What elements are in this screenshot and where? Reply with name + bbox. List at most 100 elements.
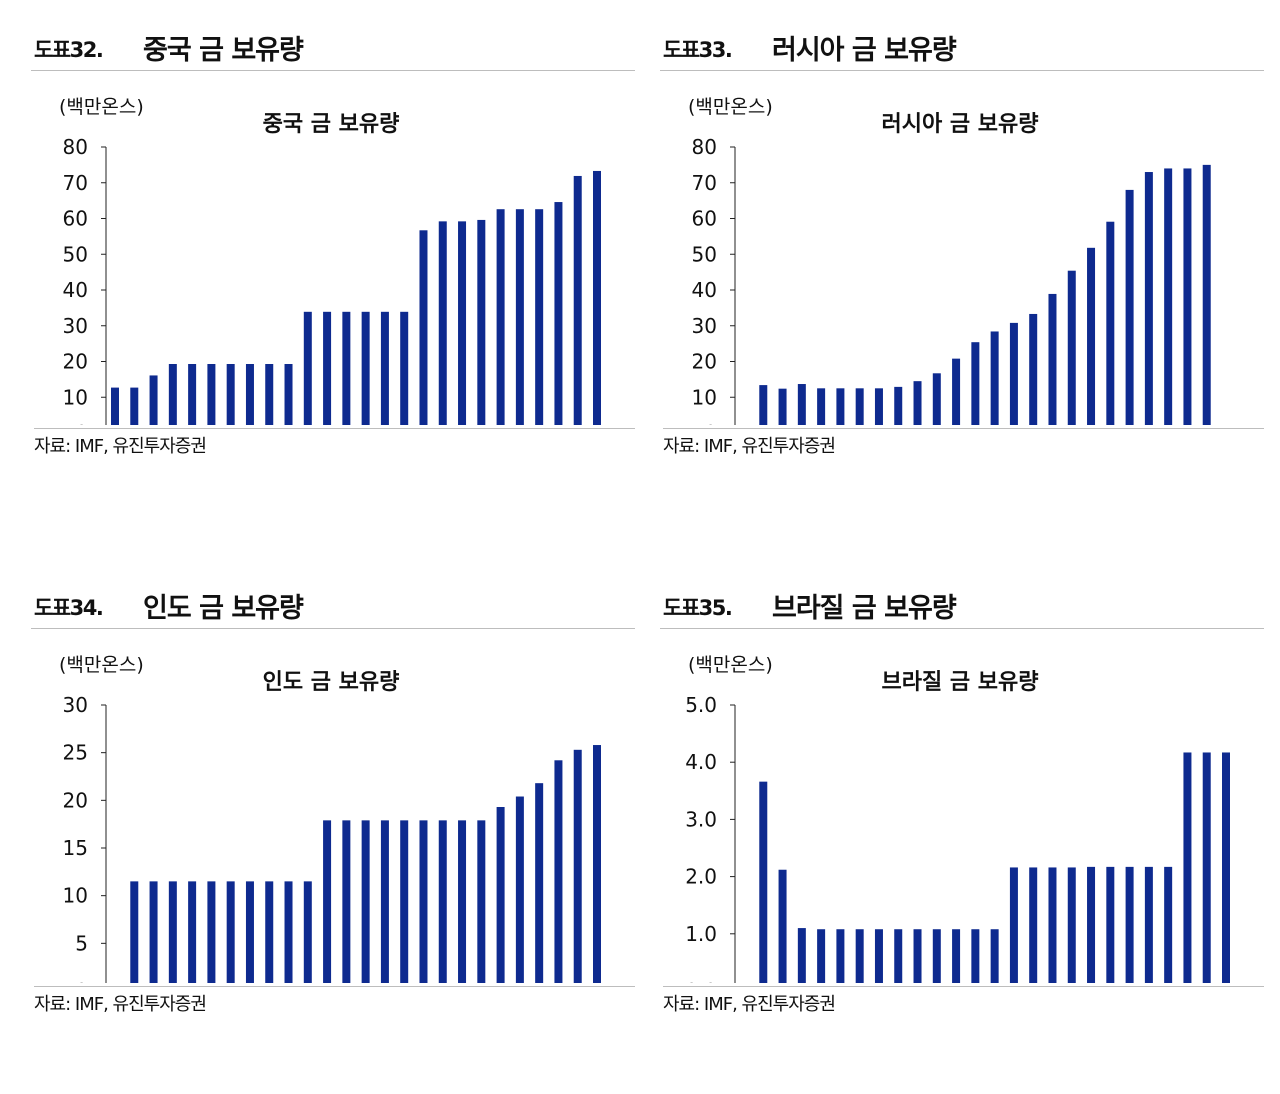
bar bbox=[913, 381, 922, 425]
panel-header: 도표33. 러시아 금 보유량 bbox=[660, 0, 1264, 71]
chart-title: 브라질 금 보유량 bbox=[882, 670, 1039, 695]
figure-title: 러시아 금 보유량 bbox=[772, 35, 957, 66]
bar bbox=[817, 388, 826, 425]
bar bbox=[188, 881, 197, 983]
bar bbox=[1183, 752, 1192, 983]
y-tick-label: 10 bbox=[692, 385, 717, 409]
y-tick-label: 0.0 bbox=[685, 979, 717, 983]
bar bbox=[284, 881, 293, 983]
bar bbox=[855, 388, 864, 425]
bar bbox=[342, 820, 351, 983]
bar bbox=[1125, 189, 1134, 425]
bar bbox=[593, 745, 601, 983]
bar bbox=[1087, 247, 1096, 425]
bar bbox=[759, 385, 768, 425]
bar bbox=[458, 221, 467, 425]
bar bbox=[932, 929, 941, 983]
bar bbox=[1067, 270, 1076, 425]
bar bbox=[458, 820, 467, 983]
y-tick-label: 60 bbox=[63, 207, 88, 231]
bar bbox=[1009, 322, 1018, 425]
y-tick-label: 0 bbox=[75, 421, 88, 425]
bar bbox=[1222, 752, 1230, 983]
bar bbox=[207, 881, 216, 983]
bar bbox=[554, 760, 563, 983]
y-tick-label: 80 bbox=[692, 135, 717, 159]
bar bbox=[1125, 866, 1134, 983]
y-tick-label: 50 bbox=[63, 242, 88, 266]
bar bbox=[1183, 168, 1192, 425]
bar bbox=[477, 820, 486, 983]
y-tick-label: 10 bbox=[63, 884, 88, 908]
y-tick-label: 5.0 bbox=[685, 693, 717, 717]
bar bbox=[836, 929, 845, 983]
figure-number: 도표35. bbox=[663, 596, 733, 620]
bar bbox=[284, 364, 293, 425]
source-note: 자료: IMF, 유진투자증권 bbox=[34, 428, 635, 458]
y-tick-label: 40 bbox=[63, 278, 88, 302]
y-tick-label: 50 bbox=[692, 242, 717, 266]
bar bbox=[1106, 866, 1115, 983]
chart-title: 러시아 금 보유량 bbox=[882, 112, 1039, 137]
figure-number: 도표33. bbox=[663, 38, 733, 62]
bar bbox=[874, 388, 883, 425]
y-tick-label: 15 bbox=[63, 836, 88, 860]
bar bbox=[130, 881, 139, 983]
bar bbox=[535, 783, 544, 983]
y-tick-label: 0 bbox=[704, 421, 717, 425]
bar bbox=[836, 388, 845, 425]
bar bbox=[438, 820, 447, 983]
bar bbox=[168, 364, 177, 425]
panel-header: 도표34. 인도 금 보유량 bbox=[31, 558, 635, 629]
bar bbox=[573, 175, 582, 425]
figure-title: 중국 금 보유량 bbox=[143, 35, 304, 66]
bar bbox=[990, 331, 999, 425]
bar bbox=[303, 881, 312, 983]
y-tick-label: 20 bbox=[692, 350, 717, 374]
bar bbox=[1087, 866, 1096, 983]
bar bbox=[149, 375, 158, 425]
bar bbox=[245, 881, 254, 983]
bar bbox=[971, 342, 980, 425]
bar bbox=[1029, 867, 1038, 983]
bar bbox=[759, 781, 768, 983]
bar bbox=[400, 820, 409, 983]
y-tick-label: 10 bbox=[63, 385, 88, 409]
bar bbox=[226, 881, 235, 983]
y-tick-label: 30 bbox=[63, 314, 88, 338]
y-tick-label: 3.0 bbox=[685, 807, 717, 831]
panel-india-gold: 도표34. 인도 금 보유량 (백만온스) 인도 금 보유량 0 5 10 15 20 25 3… bbox=[31, 558, 635, 1078]
chart-title: 중국 금 보유량 bbox=[263, 112, 400, 137]
bar bbox=[323, 820, 332, 983]
bar bbox=[207, 364, 216, 425]
y-tick-label: 60 bbox=[692, 207, 717, 231]
bar bbox=[1048, 293, 1057, 425]
bar bbox=[361, 311, 370, 425]
bar bbox=[554, 202, 563, 425]
unit-label: (백만온스) bbox=[688, 96, 773, 118]
y-tick-label: 80 bbox=[63, 135, 88, 159]
chart-russia-gold-reserves: (백만온스)러시아 금 보유량01020304050607080'99'04'0… bbox=[688, 96, 1211, 425]
bar bbox=[778, 869, 787, 983]
bar bbox=[168, 881, 177, 983]
panel-header: 도표35. 브라질 금 보유량 bbox=[660, 558, 1264, 629]
y-tick-label: 20 bbox=[63, 788, 88, 812]
y-tick-label: 70 bbox=[692, 171, 717, 195]
panel-russia-gold: 도표33. 러시아 금 보유량 (백만온스) 러시아 금 보유량 0 10 20 30 40… bbox=[660, 0, 1264, 520]
chart-china-gold-reserves: (백만온스)중국 금 보유량01020304050607080'99'04'09… bbox=[59, 96, 601, 425]
chart-title: 인도 금 보유량 bbox=[263, 670, 400, 695]
unit-label: (백만온스) bbox=[59, 96, 144, 118]
bar bbox=[188, 364, 197, 425]
source-note: 자료: IMF, 유진투자증권 bbox=[663, 428, 1264, 458]
bar bbox=[265, 881, 274, 983]
bar bbox=[149, 881, 158, 983]
bar bbox=[593, 170, 601, 425]
bar bbox=[130, 387, 139, 425]
bar bbox=[797, 928, 806, 983]
unit-label: (백만온스) bbox=[59, 654, 144, 676]
bar bbox=[1202, 752, 1211, 983]
panel-china-gold: 도표32. 중국 금 보유량 (백만온스) 중국 금 보유량 0 10 20 30 40 50… bbox=[31, 0, 635, 520]
bar bbox=[990, 929, 999, 983]
bar bbox=[265, 364, 274, 425]
bar bbox=[380, 311, 389, 425]
